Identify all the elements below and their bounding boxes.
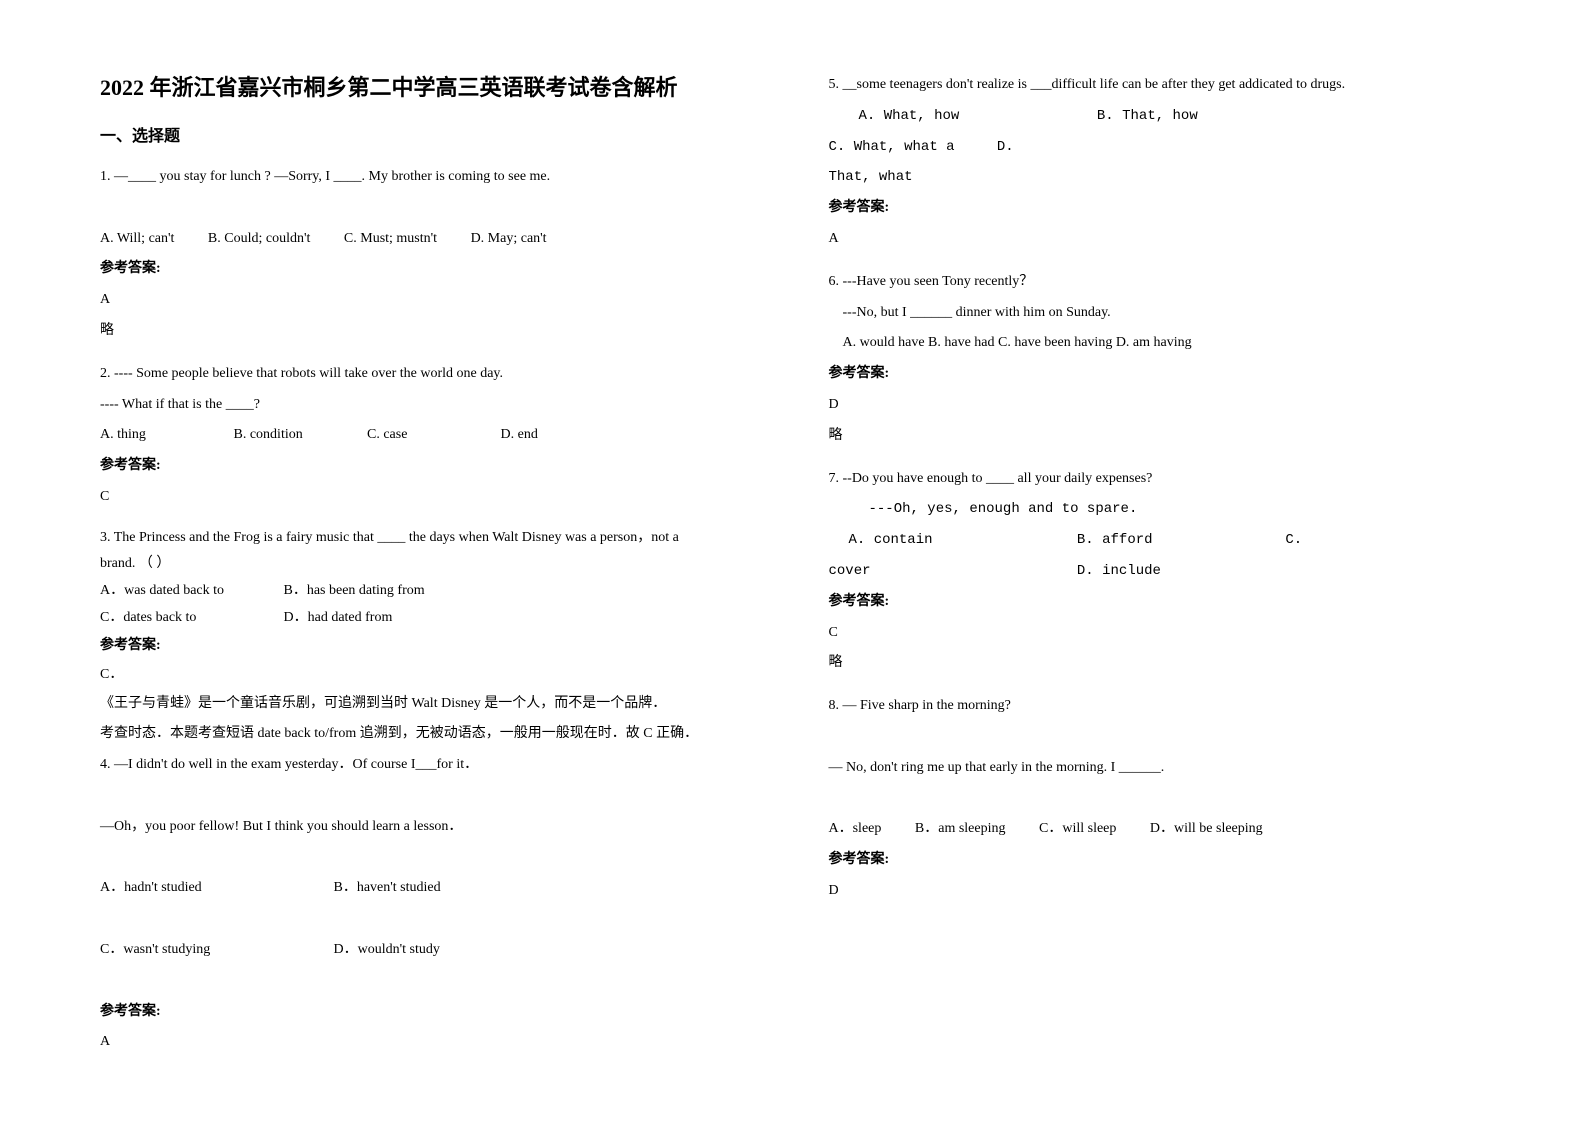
question-3: 3. The Princess and the Frog is a fairy … <box>100 525 759 750</box>
q1-optD: D. May; can't <box>471 224 547 255</box>
question-4: 4. —I didn't do well in the exam yesterd… <box>100 750 759 1058</box>
q2-options: A. thing B. condition C. case D. end <box>100 420 759 451</box>
q7-omit: 略 <box>829 648 1488 679</box>
q3-optD: D．had dated from <box>284 610 393 625</box>
q2-optC: C. case <box>367 420 497 451</box>
q4-answer: A <box>100 1027 759 1058</box>
q1-omit: 略 <box>100 316 759 347</box>
page-title: 2022 年浙江省嘉兴市桐乡第二中学高三英语联考试卷含解析 <box>100 70 759 102</box>
q1-answer: A <box>100 285 759 316</box>
q5-answer: A <box>829 224 1488 255</box>
q7-cover: cover <box>829 556 1069 587</box>
q8-optD: D．will be sleeping <box>1150 814 1263 845</box>
q8-optA: A．sleep <box>829 814 882 845</box>
q7-optD: D. include <box>1077 563 1161 579</box>
right-column: 5. __some teenagers don't realize is ___… <box>829 70 1488 1052</box>
q6-answer-label: 参考答案: <box>829 359 1488 390</box>
q6-answer: D <box>829 390 1488 421</box>
q8-line1: 8. — Five sharp in the morning? <box>829 691 1488 722</box>
q2-optD: D. end <box>501 420 538 451</box>
question-5: 5. __some teenagers don't realize is ___… <box>829 70 1488 255</box>
q2-line2: ---- What if that is the ____? <box>100 390 759 421</box>
question-7: 7. --Do you have enough to ____ all your… <box>829 464 1488 680</box>
q1-text: 1. —____ you stay for lunch ? —Sorry, I … <box>100 162 759 193</box>
q1-optB: B. Could; couldn't <box>208 224 310 255</box>
question-2: 2. ---- Some people believe that robots … <box>100 359 759 513</box>
q5-optD2: That, what <box>829 162 1488 193</box>
q4-options-row1: A．hadn't studied B．haven't studied <box>100 873 759 904</box>
q2-optA: A. thing <box>100 420 230 451</box>
q3-line1: 3. The Princess and the Frog is a fairy … <box>100 525 759 552</box>
left-column: 2022 年浙江省嘉兴市桐乡第二中学高三英语联考试卷含解析 一、选择题 1. —… <box>100 70 759 1052</box>
q3-optA: A．was dated back to <box>100 578 280 605</box>
q7-optA: A. contain <box>849 525 1069 556</box>
q5-options: A. What, how B. That, how C. What, what … <box>829 101 1488 163</box>
q8-optC: C．will sleep <box>1039 814 1116 845</box>
question-8: 8. — Five sharp in the morning? — No, do… <box>829 691 1488 907</box>
q2-answer-label: 参考答案: <box>100 451 759 482</box>
q4-optB: B．haven't studied <box>334 880 441 895</box>
q7-options-row2: cover D. include <box>829 556 1488 587</box>
q8-answer-label: 参考答案: <box>829 845 1488 876</box>
q7-optB: B. afford <box>1077 525 1277 556</box>
q5-answer-label: 参考答案: <box>829 193 1488 224</box>
q3-exp1: 《王子与青蛙》是一个童话音乐剧，可追溯到当时 Walt Disney 是一个人，… <box>100 689 759 720</box>
q8-answer: D <box>829 876 1488 907</box>
q3-optC: C．dates back to <box>100 605 280 632</box>
q4-line1: 4. —I didn't do well in the exam yesterd… <box>100 750 759 781</box>
q4-answer-label: 参考答案: <box>100 997 759 1028</box>
question-1: 1. —____ you stay for lunch ? —Sorry, I … <box>100 162 759 347</box>
q4-optA: A．hadn't studied <box>100 873 330 904</box>
q1-answer-label: 参考答案: <box>100 254 759 285</box>
q3-optB: B．has been dating from <box>284 583 425 598</box>
q3-answer-label: 参考答案: <box>100 631 759 662</box>
q1-optC: C. Must; mustn't <box>344 224 437 255</box>
q6-omit: 略 <box>829 421 1488 452</box>
section-heading: 一、选择题 <box>100 122 759 146</box>
q8-line2: — No, don't ring me up that early in the… <box>829 753 1488 784</box>
q7-optC: C. <box>1285 532 1302 548</box>
q7-answer-label: 参考答案: <box>829 587 1488 618</box>
q4-optD: D．wouldn't study <box>334 942 440 957</box>
q3-options-row2: C．dates back to D．had dated from <box>100 605 759 632</box>
q4-options-row2: C．wasn't studying D．wouldn't study <box>100 935 759 966</box>
q3-exp2: 考查时态．本题考查短语 date back to/from 追溯到，无被动语态，… <box>100 719 759 750</box>
q2-answer: C <box>100 482 759 513</box>
q3-answer: C． <box>100 662 759 689</box>
q3-options-row1: A．was dated back to B．has been dating fr… <box>100 578 759 605</box>
q8-optB: B．am sleeping <box>915 814 1006 845</box>
question-6: 6. ---Have you seen Tony recently？ ---No… <box>829 267 1488 452</box>
q3-line2: brand. （ ） <box>100 551 759 578</box>
q7-line1: 7. --Do you have enough to ____ all your… <box>829 464 1488 495</box>
q7-options-row1: A. contain B. afford C. <box>849 525 1488 556</box>
q1-optA: A. Will; can't <box>100 224 174 255</box>
q2-line1: 2. ---- Some people believe that robots … <box>100 359 759 390</box>
q6-line1: 6. ---Have you seen Tony recently？ <box>829 267 1488 298</box>
q5-optA: A. What, how <box>859 101 1089 132</box>
q5-optD: D. <box>997 139 1014 155</box>
q4-line2: —Oh，you poor fellow! But I think you sho… <box>100 812 759 843</box>
q1-options: A. Will; can't B. Could; couldn't C. Mus… <box>100 224 759 255</box>
q8-options: A．sleep B．am sleeping C．will sleep D．wil… <box>829 814 1488 845</box>
q7-answer: C <box>829 618 1488 649</box>
q4-optC: C．wasn't studying <box>100 935 330 966</box>
q6-line2: ---No, but I ______ dinner with him on S… <box>843 298 1488 329</box>
q7-line2: ---Oh, yes, enough and to spare. <box>869 494 1488 525</box>
q5-optB: B. That, how <box>1097 101 1327 132</box>
q5-optC: C. What, what a <box>829 132 989 163</box>
q2-optB: B. condition <box>234 420 364 451</box>
q5-text: 5. __some teenagers don't realize is ___… <box>829 70 1488 101</box>
q6-options: A. would have B. have had C. have been h… <box>843 328 1488 359</box>
